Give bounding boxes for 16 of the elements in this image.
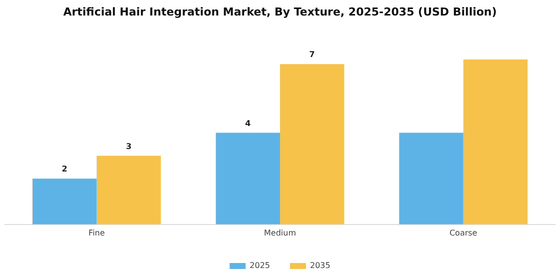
data-label: 2 (62, 164, 68, 174)
bar (399, 132, 464, 224)
bar (96, 156, 161, 224)
legend-label: 2035 (310, 261, 330, 270)
chart-title: Artificial Hair Integration Market, By Texture, 2025-2035 (USD Billion) (63, 5, 497, 18)
data-label: 3 (126, 142, 132, 151)
data-label: 7 (309, 50, 315, 60)
x-tick-label: Medium (264, 228, 296, 238)
bar (463, 60, 528, 224)
legend-label: 2025 (250, 261, 270, 270)
x-tick-label: Fine (88, 228, 105, 238)
bar (32, 178, 97, 224)
bar (216, 132, 280, 224)
data-label: 4 (245, 118, 252, 128)
bar (280, 64, 344, 224)
x-tick-label: Coarse (449, 228, 478, 238)
